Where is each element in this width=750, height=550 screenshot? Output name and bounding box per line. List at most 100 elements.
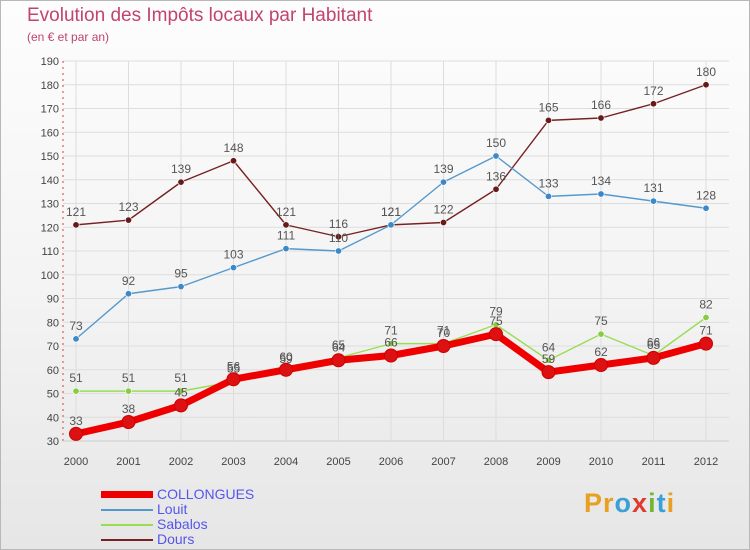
data-label: 66 <box>384 336 398 350</box>
data-label: 73 <box>69 319 83 333</box>
data-label: 165 <box>538 100 558 114</box>
data-point <box>282 245 290 253</box>
legend-swatch <box>101 523 153 526</box>
y-tick-label: 170 <box>41 104 59 116</box>
data-point <box>597 114 605 122</box>
legend-label: COLLONGUES <box>157 486 255 502</box>
data-point <box>125 290 133 298</box>
y-tick-label: 180 <box>41 80 59 92</box>
data-point <box>230 157 238 165</box>
data-point <box>544 356 552 364</box>
data-point <box>544 192 552 200</box>
data-point <box>544 116 552 124</box>
data-point <box>72 221 80 229</box>
x-tick-label: 2007 <box>431 456 455 468</box>
data-point <box>489 327 503 342</box>
data-label: 71 <box>699 324 713 338</box>
legend-item-collongues: COLLONGUES <box>101 487 254 502</box>
data-point <box>492 152 500 160</box>
data-point <box>125 387 133 395</box>
x-tick-label: 2011 <box>642 456 666 468</box>
data-label: 121 <box>381 205 401 219</box>
logo-letter: i <box>666 488 676 518</box>
data-point <box>436 339 451 353</box>
y-tick-label: 70 <box>47 341 59 353</box>
data-label: 65 <box>332 338 346 352</box>
data-label: 139 <box>171 162 191 176</box>
data-point <box>699 336 713 351</box>
data-label: 59 <box>542 352 556 366</box>
y-tick-label: 60 <box>47 365 59 377</box>
chart-subtitle: (en € et par an) <box>27 30 110 44</box>
data-label: 110 <box>329 231 348 245</box>
x-tick-label: 2012 <box>694 456 718 468</box>
data-label: 45 <box>174 385 188 399</box>
y-tick-label: 90 <box>47 294 59 306</box>
logo-letter: o <box>614 488 633 518</box>
x-tick-label: 2006 <box>379 456 403 468</box>
data-label: 64 <box>332 340 346 354</box>
data-label: 180 <box>696 65 716 79</box>
legend-label: Sabalos <box>157 516 208 532</box>
x-tick-label: 2000 <box>64 456 88 468</box>
logo-letter: i <box>648 488 657 518</box>
data-label: 65 <box>647 338 661 352</box>
data-label: 122 <box>433 203 453 217</box>
data-point <box>702 204 710 212</box>
data-point <box>334 233 342 241</box>
y-tick-label: 140 <box>41 175 59 187</box>
legend-swatch <box>101 508 153 511</box>
legend-swatch <box>101 538 153 541</box>
y-tick-label: 160 <box>41 127 59 139</box>
data-label: 51 <box>122 371 136 385</box>
x-tick-label: 2001 <box>116 456 140 468</box>
data-point <box>387 340 395 348</box>
data-point <box>279 362 293 377</box>
data-label: 166 <box>591 98 611 112</box>
y-tick-label: 80 <box>47 317 59 329</box>
data-label: 121 <box>381 205 401 219</box>
y-tick-label: 190 <box>41 56 59 68</box>
data-label: 64 <box>542 340 556 354</box>
data-label: 103 <box>223 248 243 262</box>
data-label: 59 <box>279 352 293 366</box>
data-point <box>174 398 188 413</box>
data-point <box>230 264 238 272</box>
data-label: 71 <box>384 324 398 338</box>
data-point <box>541 365 556 380</box>
x-tick-label: 2004 <box>274 456 298 468</box>
x-tick-label: 2005 <box>326 456 350 468</box>
data-point <box>121 415 136 429</box>
legend-label: Louit <box>157 501 188 517</box>
data-label: 121 <box>66 205 86 219</box>
data-label: 172 <box>643 84 663 98</box>
y-tick-label: 120 <box>41 222 59 234</box>
logo-letter: r <box>603 488 615 518</box>
legend-item-dours: Dours <box>101 532 194 547</box>
data-label: 136 <box>486 169 506 183</box>
x-tick-label: 2009 <box>536 456 560 468</box>
x-tick-label: 2010 <box>589 456 613 468</box>
logo-letter: t <box>656 488 667 518</box>
data-label: 75 <box>594 314 608 328</box>
data-point <box>177 178 185 186</box>
data-point <box>649 197 657 205</box>
legend-swatch <box>101 491 153 498</box>
data-point <box>702 313 710 321</box>
y-tick-label: 150 <box>41 151 59 163</box>
data-label: 62 <box>594 345 608 359</box>
data-label: 70 <box>437 326 451 340</box>
data-label: 133 <box>538 176 558 190</box>
x-tick-label: 2002 <box>169 456 193 468</box>
chart-title: Evolution des Impôts locaux par Habitant <box>27 5 373 26</box>
data-label: 95 <box>174 267 188 281</box>
data-label: 55 <box>227 362 241 376</box>
data-label: 116 <box>329 217 348 231</box>
data-label: 121 <box>276 205 296 219</box>
y-tick-label: 50 <box>47 389 59 401</box>
data-label: 66 <box>647 336 661 350</box>
data-label: 56 <box>227 359 241 373</box>
data-point <box>125 216 133 224</box>
